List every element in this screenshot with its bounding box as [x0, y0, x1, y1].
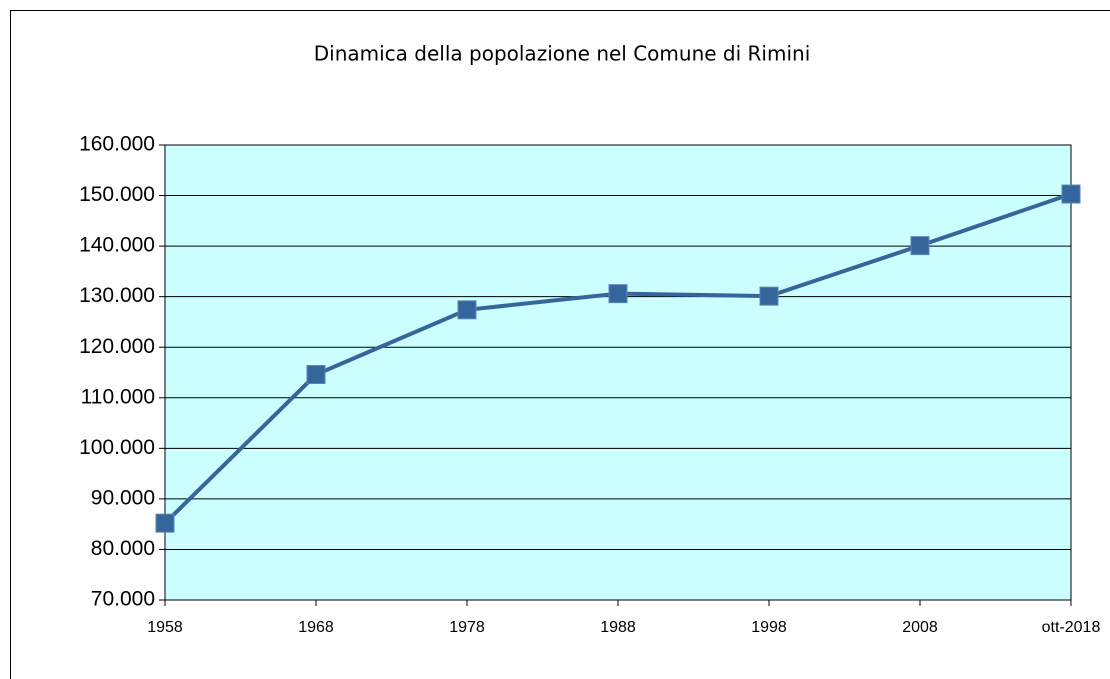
point-marker: [910, 236, 930, 256]
point-marker: [457, 300, 477, 320]
y-tick-label: 80.000: [91, 537, 155, 560]
y-tick-label: 90.000: [91, 486, 155, 509]
x-tick-label: ott-2018: [1042, 619, 1101, 636]
y-tick-label: 160.000: [79, 133, 155, 156]
y-tick-label: 110.000: [81, 385, 155, 408]
chart-frame: [10, 10, 1110, 679]
x-tick-label: 2008: [902, 619, 938, 636]
chart-title: Dinamica della popolazione nel Comune di…: [314, 42, 811, 66]
x-tick-label: 1958: [147, 619, 183, 636]
y-tick-label: 140.000: [79, 234, 155, 257]
x-tick-label: 1968: [298, 619, 334, 636]
x-tick-label: 1998: [751, 619, 787, 636]
point-marker: [759, 286, 779, 306]
point-marker: [306, 365, 326, 385]
point-marker: [608, 284, 628, 304]
y-tick-label: 150.000: [79, 183, 155, 206]
point-marker: [155, 513, 175, 533]
y-tick-label: 70.000: [91, 588, 155, 611]
y-tick-label: 100.000: [79, 436, 155, 459]
x-tick-label: 1978: [449, 619, 485, 636]
plot-area: [164, 144, 1072, 601]
y-tick-label: 130.000: [79, 284, 155, 307]
y-tick-label: 120.000: [79, 335, 155, 358]
x-tick-label: 1988: [600, 619, 636, 636]
point-marker: [1061, 184, 1081, 204]
